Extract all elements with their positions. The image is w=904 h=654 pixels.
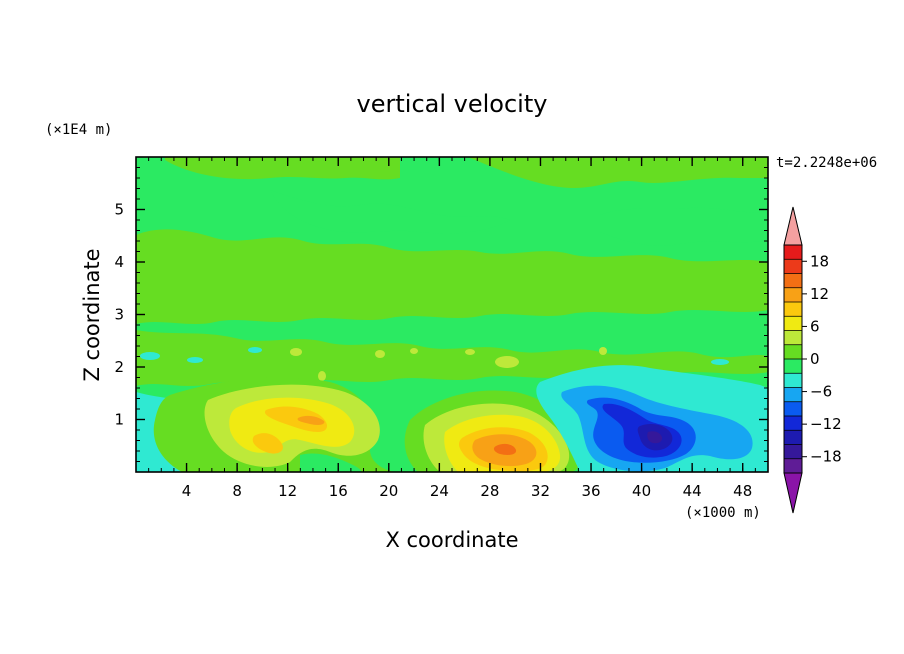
contour-band <box>647 431 663 444</box>
colorbar-labels: 18 12 6 0 −6 −12 −18 <box>802 252 842 466</box>
y-tick-label: 3 <box>114 306 124 324</box>
x-tick-label: 48 <box>733 482 752 500</box>
y-tick-label: 4 <box>114 253 124 271</box>
contour-band <box>493 443 517 455</box>
contour-band <box>264 406 327 432</box>
y-axis-ticks <box>136 156 768 473</box>
x-tick-label: 40 <box>632 482 651 500</box>
contour-band <box>136 229 768 324</box>
contour-band <box>300 453 362 472</box>
contour-flecks <box>290 347 607 381</box>
colorbar-swatch <box>784 458 802 474</box>
x-tick-label: 28 <box>480 482 499 500</box>
colorbar-swatch <box>784 259 802 274</box>
contour-band <box>470 157 768 188</box>
x-tick-label: 12 <box>278 482 297 500</box>
colorbar-tick-label: −6 <box>810 383 832 401</box>
colorbar-swatch <box>784 416 802 431</box>
colorbar-swatch <box>784 344 802 360</box>
contour-band <box>252 433 283 454</box>
x-tick-label: 44 <box>683 482 702 500</box>
colorbar-swatch <box>784 316 802 331</box>
y-axis-unit: (×1E4 m) <box>45 122 112 138</box>
colorbar-swatch <box>784 387 802 403</box>
colorbar-swatch <box>784 302 802 317</box>
colorbar-under-arrow <box>783 472 803 514</box>
time-label: t=2.2248e+06 <box>776 155 877 171</box>
colorbar-tick-label: −18 <box>810 448 842 466</box>
chart-title: vertical velocity <box>357 90 548 118</box>
colorbar-tick-label: −12 <box>810 415 842 433</box>
x-tick-label: 24 <box>430 482 449 500</box>
colorbar-tick-label: 0 <box>810 350 820 368</box>
x-axis-tick-labels: 4 8 12 16 20 24 28 32 36 40 44 48 <box>182 482 752 500</box>
contour-band <box>165 157 400 180</box>
x-tick-label: 4 <box>182 482 192 500</box>
x-axis-label: X coordinate <box>385 528 518 552</box>
colorbar-swatch <box>784 373 802 388</box>
colorbar-tick-label: 18 <box>810 252 829 270</box>
x-tick-label: 32 <box>531 482 550 500</box>
contour-field <box>136 157 768 472</box>
colorbar-swatch <box>784 444 802 460</box>
colorbar-swatch <box>784 330 802 346</box>
y-tick-label: 2 <box>114 358 124 376</box>
x-tick-label: 20 <box>379 482 398 500</box>
x-tick-label: 8 <box>232 482 242 500</box>
colorbar-tick-label: 6 <box>810 317 820 335</box>
contour-band <box>600 207 768 246</box>
y-tick-label: 5 <box>114 201 124 219</box>
contour-band <box>270 190 510 234</box>
contour-flecks <box>140 347 729 365</box>
colorbar-tick-label: 12 <box>810 285 829 303</box>
x-axis-ticks <box>135 157 769 472</box>
colorbar-swatch <box>784 359 802 374</box>
colorbar-swatch <box>784 273 802 289</box>
colorbar-swatch <box>784 401 802 417</box>
contour-band <box>297 415 325 425</box>
colorbar-swatch <box>784 287 802 303</box>
y-axis-label: Z coordinate <box>80 248 104 381</box>
colorbar <box>783 206 803 514</box>
x-tick-label: 36 <box>581 482 600 500</box>
colorbar-over-arrow <box>783 206 803 246</box>
x-tick-label: 16 <box>329 482 348 500</box>
x-axis-unit: (×1000 m) <box>685 505 761 521</box>
colorbar-swatch <box>784 430 802 445</box>
colorbar-swatch <box>784 245 802 260</box>
y-axis-tick-labels: 1 2 3 4 5 <box>114 201 124 429</box>
y-tick-label: 1 <box>114 411 124 429</box>
